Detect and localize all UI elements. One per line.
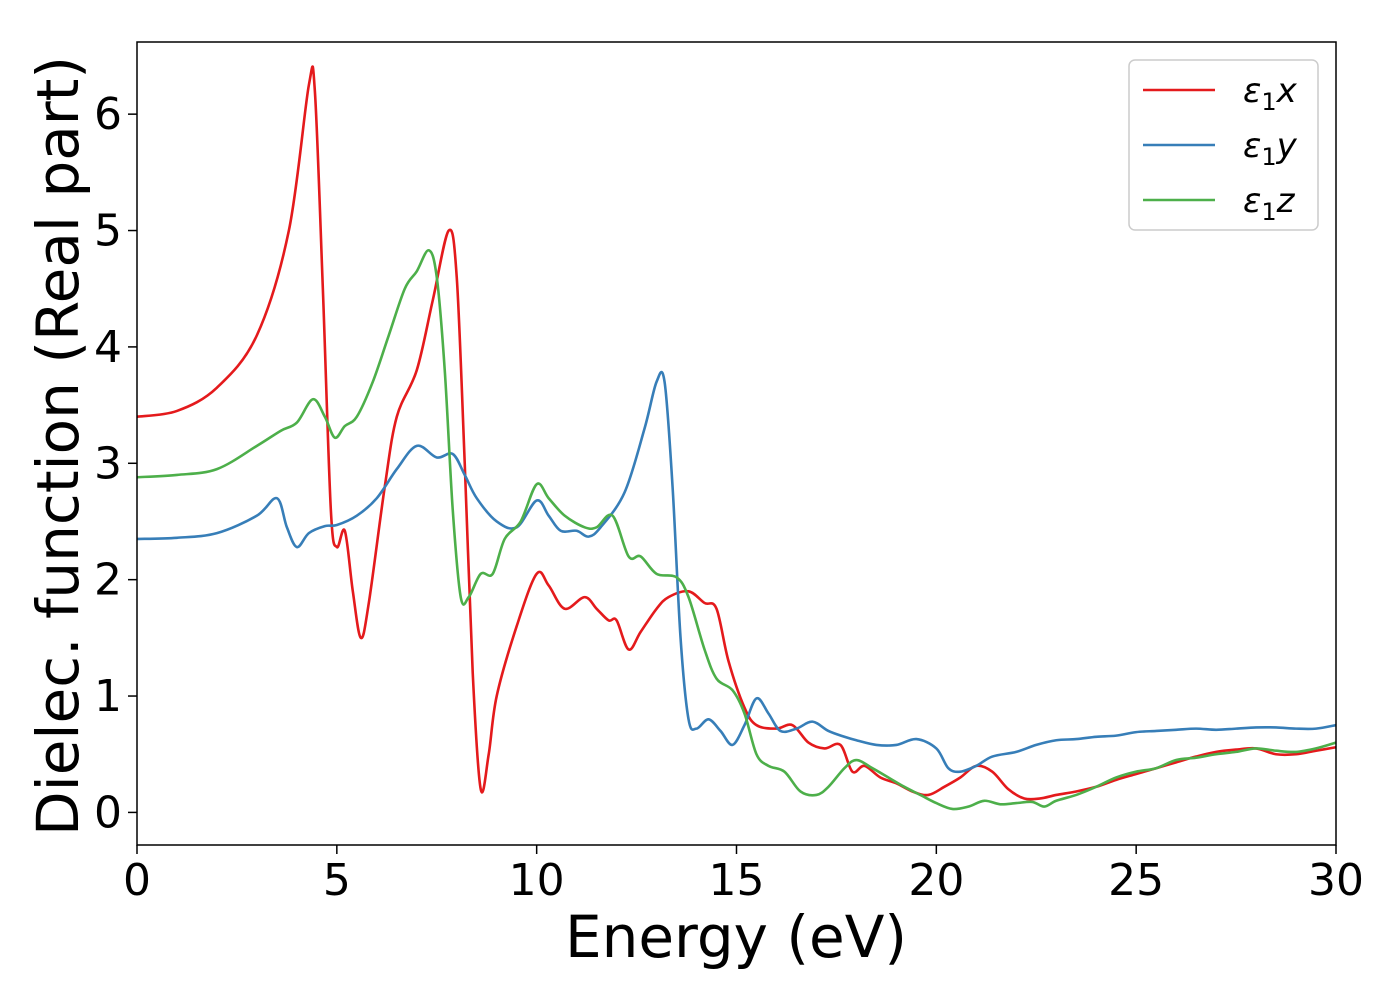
x-tick-label: 0 [123, 855, 151, 906]
x-tick-label: 30 [1308, 855, 1364, 906]
x-tick-label: 25 [1108, 855, 1164, 906]
legend-label-z: ε1z [1243, 181, 1296, 226]
legend-label-y: ε1y [1243, 126, 1298, 171]
x-tick-label: 5 [323, 855, 351, 906]
y-tick-label: 5 [94, 206, 122, 257]
x-axis-label: Energy (eV) [565, 903, 907, 971]
legend-label-x: ε1x [1243, 71, 1298, 116]
series-line-z [137, 249, 1336, 811]
y-tick-label: 3 [94, 438, 122, 489]
legend-box [1128, 59, 1319, 231]
y-tick-label: 2 [94, 555, 122, 606]
series-layer [137, 65, 1336, 811]
series-line-x [137, 65, 1336, 801]
x-axis: 0 5 10 15 20 25 30 [123, 845, 1364, 906]
y-tick-label: 0 [94, 787, 122, 838]
y-tick-label: 4 [94, 322, 122, 373]
y-tick-label: 6 [94, 89, 122, 140]
x-tick-label: 10 [509, 855, 565, 906]
x-tick-label: 20 [908, 855, 964, 906]
y-tick-label: 1 [94, 671, 122, 722]
y-axis-label: Dielec. function (Real part) [24, 56, 92, 836]
y-axis: 0 1 2 3 4 5 6 [94, 89, 137, 838]
legend: ε1x ε1y ε1z [1128, 59, 1319, 231]
series-line-y [137, 370, 1336, 774]
x-tick-label: 15 [709, 855, 765, 906]
